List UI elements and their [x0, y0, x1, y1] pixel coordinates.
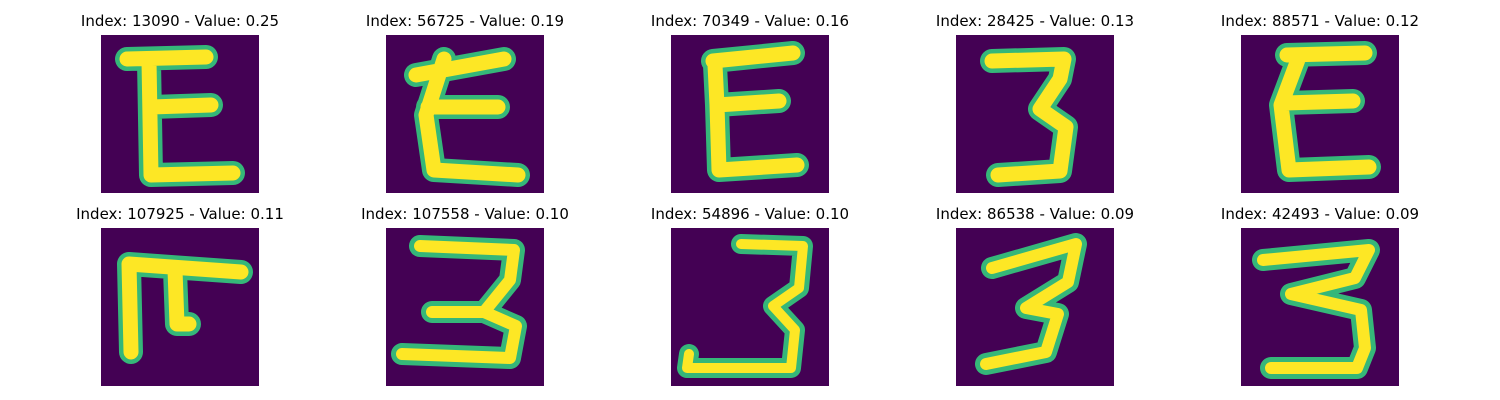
glyph-image [101, 228, 259, 386]
panel-title: Index: 107558 - Value: 0.10 [361, 205, 569, 223]
panel-title: Index: 42493 - Value: 0.09 [1220, 205, 1420, 223]
panel-title: Index: 54896 - Value: 0.10 [650, 205, 850, 223]
panel-title: Index: 88571 - Value: 0.12 [1220, 12, 1420, 30]
panel-title: Index: 70349 - Value: 0.16 [650, 12, 850, 30]
glyph-image [956, 228, 1114, 386]
panel-title: Index: 107925 - Value: 0.11 [76, 205, 284, 223]
glyph-image [1241, 35, 1399, 193]
glyph-image [101, 35, 259, 193]
glyph-image [956, 35, 1114, 193]
panel-title: Index: 28425 - Value: 0.13 [935, 12, 1135, 30]
glyph-image [671, 228, 829, 386]
glyph-image [671, 35, 829, 193]
glyph-image [1241, 228, 1399, 386]
panel-title: Index: 13090 - Value: 0.25 [80, 12, 280, 30]
glyph-image [386, 35, 544, 193]
glyph-image [386, 228, 544, 386]
panel-title: Index: 56725 - Value: 0.19 [365, 12, 565, 30]
panel-title: Index: 86538 - Value: 0.09 [935, 205, 1135, 223]
